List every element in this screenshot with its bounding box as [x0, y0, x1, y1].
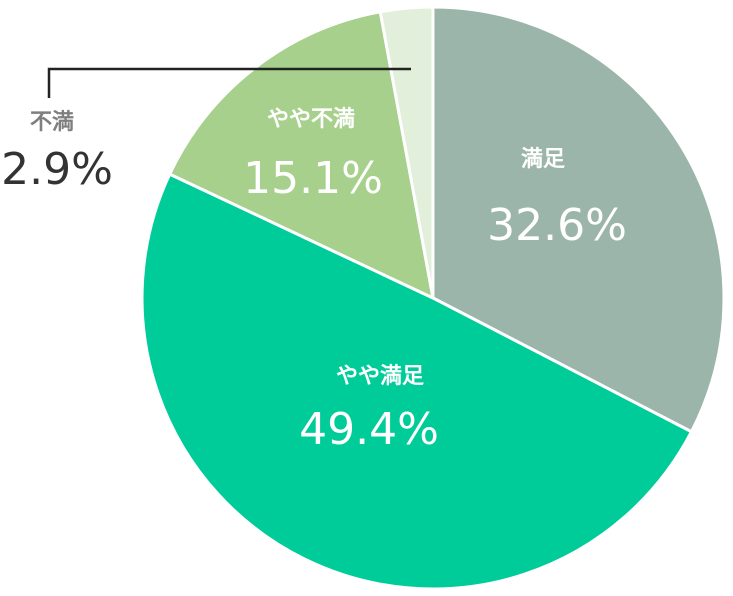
pie-slice-2: [140, 172, 693, 591]
slice-value-3: 15.1%: [243, 153, 383, 204]
pie-slice-1: [431, 5, 726, 434]
slice-label-4: 不満: [30, 109, 74, 135]
slice-value-2: 49.4%: [299, 404, 439, 455]
slice-labels: 満足 32.6% やや満足 49.4% やや不満 15.1% 不満 2.9%: [1, 106, 627, 455]
slice-label-1: 満足: [521, 146, 565, 172]
slice-value-4: 2.9%: [1, 144, 113, 195]
slice-label-2: やや満足: [336, 363, 424, 389]
slice-value-1: 32.6%: [487, 200, 627, 251]
pie-slice-4: [378, 5, 435, 300]
pie-slices: [140, 5, 726, 591]
pie-slice-3: [168, 10, 435, 300]
slice-label-3: やや不満: [267, 106, 355, 132]
leader-line: [47, 67, 411, 98]
